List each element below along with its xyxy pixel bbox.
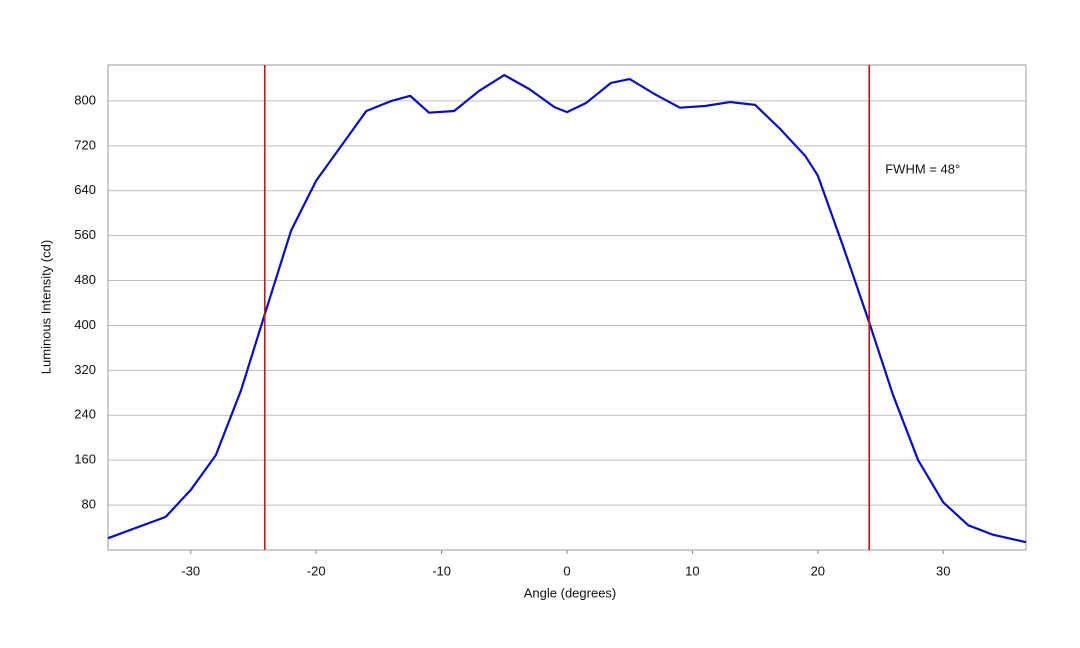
y-tick-label: 640 xyxy=(74,182,96,197)
y-tick-label: 400 xyxy=(74,317,96,332)
y-tick-label: 480 xyxy=(74,272,96,287)
data-line xyxy=(107,74,1027,544)
x-tick-label: 0 xyxy=(563,563,570,578)
x-tick-label: 30 xyxy=(936,563,950,578)
y-tick-label: 240 xyxy=(74,407,96,422)
y-tick-label: 320 xyxy=(74,362,96,377)
x-tick-label: 10 xyxy=(685,563,699,578)
y-tick-label: 800 xyxy=(74,92,96,107)
x-tick-label: 20 xyxy=(811,563,825,578)
y-tick-label: 160 xyxy=(74,452,96,467)
y-tick-label: 80 xyxy=(82,497,96,512)
y-tick-label: 720 xyxy=(74,137,96,152)
x-tick-label: -30 xyxy=(181,563,200,578)
plot-border xyxy=(107,64,1027,551)
y-axis-label: Luminous Intensity (cd) xyxy=(38,240,53,374)
x-axis-label: Angle (degrees) xyxy=(524,585,617,600)
annotation: FWHM = 48° xyxy=(885,161,960,176)
x-tick-label: -10 xyxy=(432,563,451,578)
x-tick-label: -20 xyxy=(307,563,326,578)
y-tick-label: 560 xyxy=(74,227,96,242)
